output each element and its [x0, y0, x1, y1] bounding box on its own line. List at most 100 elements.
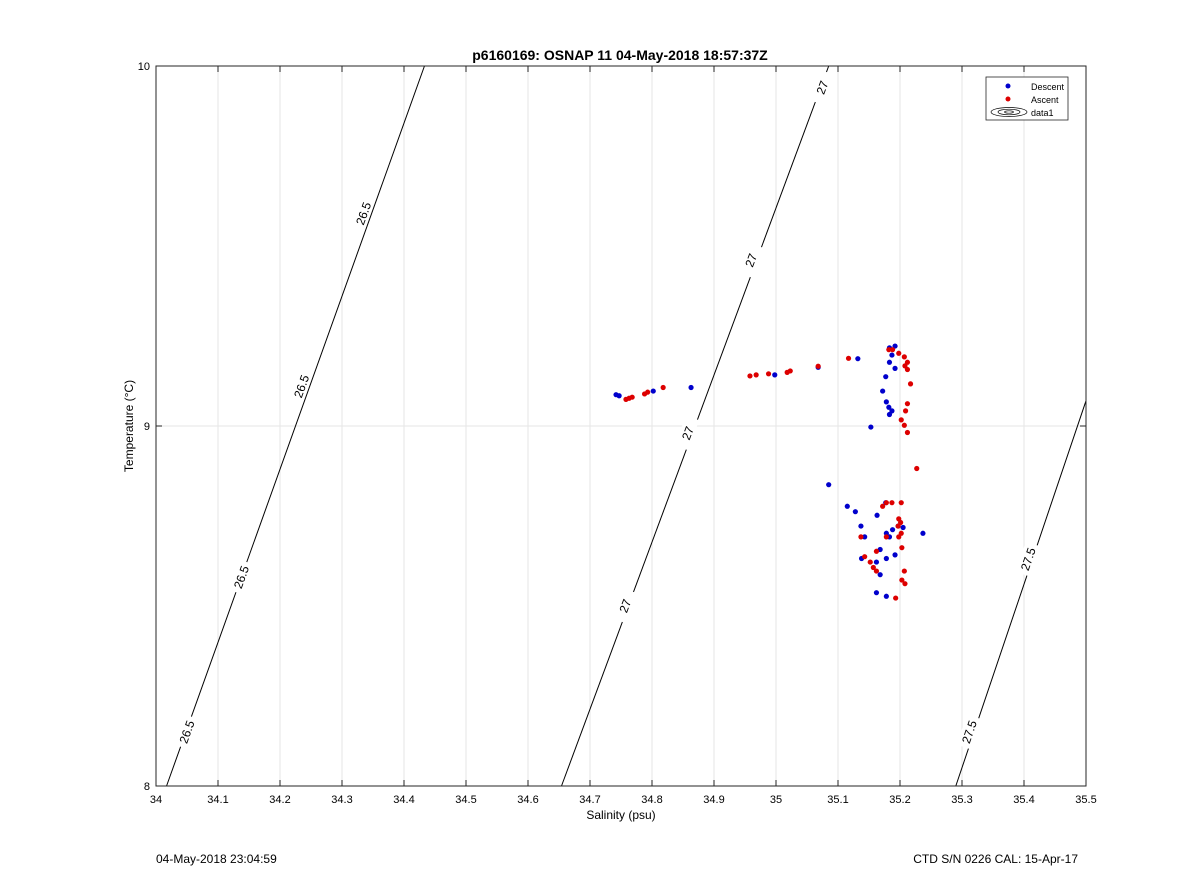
- ascent-point: [873, 548, 880, 554]
- ascent-point: [870, 564, 876, 571]
- descent-point: [889, 352, 895, 358]
- isopycnal-line: [166, 65, 425, 787]
- x-tick-label: 35.1: [827, 794, 848, 806]
- x-tick-label: 35: [770, 794, 782, 806]
- descent-point: [877, 572, 883, 578]
- x-tick-label: 34.6: [517, 794, 538, 806]
- isopycnal-label: 27: [742, 251, 760, 269]
- ascent-point: [902, 581, 908, 587]
- axis-ticks: 34 34.1 34.2 34.3 34.4 34.5 34.6 34.7 34.8 34.9 35…: [138, 61, 1097, 806]
- descent-point: [772, 372, 778, 378]
- legend-descent-marker: [1005, 83, 1011, 89]
- ascent-point: [765, 371, 772, 377]
- ascent-point: [904, 401, 911, 407]
- descent-point: [852, 509, 858, 515]
- descent-point: [883, 399, 889, 405]
- isopycnal-label-bg: [809, 69, 834, 105]
- isopycnal-label-bg: [674, 415, 700, 451]
- footer-timestamp: 04-May-2018 23:04:59: [156, 852, 277, 866]
- isopycnal-label-bg: [1015, 541, 1040, 577]
- isopycnal-label-group: 27: [612, 588, 637, 624]
- isopycnal-contours: 26.5 26.5 26.5 26.5 27 27 27 27 27.5 27.5: [166, 65, 1087, 787]
- isopycnal-label-group: 27.5: [1015, 541, 1040, 577]
- ascent-point: [858, 534, 864, 540]
- ascent-point: [787, 368, 793, 374]
- descent-point: [616, 393, 622, 399]
- ascent-point: [899, 577, 905, 583]
- ascent-point: [896, 534, 902, 540]
- descent-point: [900, 524, 906, 531]
- x-tick-label: 34.7: [579, 794, 600, 806]
- ascent-point: [880, 503, 886, 509]
- isopycnal-label: 27: [814, 79, 832, 97]
- descent-point: [920, 530, 926, 536]
- descent-point: [886, 411, 893, 418]
- legend-ascent-marker: [1005, 96, 1011, 102]
- legend-descent-label: Descent: [1031, 82, 1065, 92]
- descent-point: [650, 388, 656, 394]
- ascent-point: [901, 354, 907, 360]
- ascent-point: [899, 545, 905, 551]
- x-tick-label: 34.5: [455, 794, 476, 806]
- descent-point: [688, 384, 694, 391]
- descent-point: [883, 530, 889, 536]
- y-axis-label: Temperature (°C): [122, 380, 136, 472]
- ascent-point: [889, 500, 895, 506]
- contour-legend-icon: [990, 107, 1028, 117]
- descent-point: [844, 503, 850, 509]
- descent-point: [858, 523, 864, 529]
- ascent-point: [747, 373, 753, 379]
- descent-point: [855, 356, 861, 362]
- ascent-point: [902, 408, 909, 414]
- x-tick-label: 34.8: [641, 794, 662, 806]
- ascent-point: [893, 595, 899, 601]
- x-tick-label: 34: [150, 794, 162, 806]
- isopycnal-label-group: 27: [809, 69, 834, 105]
- isopycnal-label: 26.5: [353, 200, 374, 227]
- x-tick-label: 35.4: [1013, 794, 1034, 806]
- ascent-point: [914, 465, 920, 472]
- legend[interactable]: Descent Ascent data1: [985, 76, 1069, 121]
- x-tick-label: 35.3: [951, 794, 972, 806]
- x-tick-label: 35.2: [889, 794, 910, 806]
- x-axis-label: Salinity (psu): [586, 808, 655, 822]
- isopycnal-label: 27.5: [1018, 546, 1039, 573]
- descent-point: [873, 559, 880, 565]
- descent-point: [862, 534, 868, 540]
- descent-point: [886, 404, 892, 410]
- ascent-point: [889, 347, 896, 353]
- isopycnal-label-bg: [228, 559, 253, 595]
- isopycnal-label-group: 26.5: [174, 714, 199, 750]
- ascent-point: [883, 534, 889, 540]
- ascent-point: [660, 384, 666, 391]
- descent-point: [873, 590, 880, 596]
- isopycnal-label-bg: [612, 588, 637, 624]
- isopycnal-label-group: 27.5: [956, 714, 981, 750]
- isopycnal-label-bg: [350, 195, 375, 231]
- ascent-point: [629, 394, 635, 400]
- isopycnal-label: 27: [679, 424, 697, 442]
- ascent-point: [898, 500, 904, 506]
- legend-ascent-label: Ascent: [1031, 95, 1059, 105]
- y-tick-label: 10: [138, 61, 150, 73]
- descent-point: [886, 359, 893, 365]
- isopycnal-label: 27: [616, 597, 634, 615]
- ascent-point: [867, 559, 873, 565]
- descent-point: [880, 388, 886, 394]
- x-tick-label: 34.3: [331, 794, 352, 806]
- isopycnal-label: 26.5: [176, 718, 197, 745]
- ascent-point: [898, 417, 904, 423]
- ascent-point: [645, 389, 651, 395]
- descent-point: [892, 552, 898, 558]
- legend-data1-label: data1: [1031, 108, 1054, 118]
- y-tick-label: 8: [144, 781, 150, 793]
- ascent-point: [904, 429, 911, 436]
- x-tick-label: 34.1: [207, 794, 228, 806]
- isopycnal-label: 26.5: [291, 373, 312, 400]
- isopycnal-label-bg: [738, 242, 763, 278]
- ascent-point: [901, 422, 907, 428]
- ascent-point: [901, 568, 907, 574]
- descent-point: [883, 555, 889, 562]
- chart-title: p6160169: OSNAP 11 04-May-2018 18:57:37Z: [472, 47, 768, 63]
